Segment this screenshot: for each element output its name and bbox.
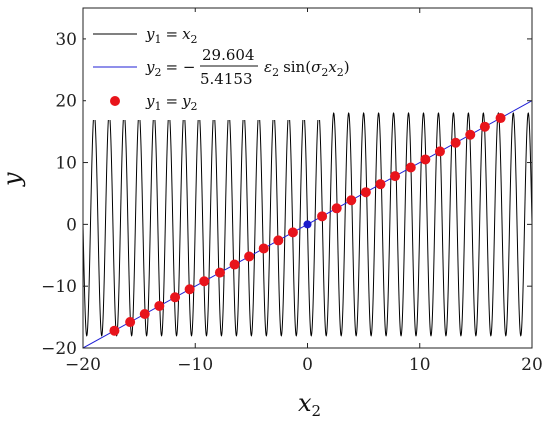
intersection-point (375, 179, 386, 190)
legend-label-y2-rhs: ε2 sin(σ2x2) (264, 58, 350, 79)
y-tick-label: −20 (41, 339, 77, 359)
legend-swatch-intersections (110, 96, 120, 106)
legend-fraction-denominator: 5.4153 (200, 70, 253, 88)
intersection-point (420, 154, 431, 165)
intersection-point (346, 195, 357, 206)
intersection-point (317, 211, 328, 222)
legend-fraction-numerator: 29.604 (202, 46, 255, 64)
intersection-point (184, 284, 195, 295)
intersection-point (450, 137, 461, 148)
intersection-point (125, 317, 136, 328)
x-tick-label: 20 (521, 355, 543, 375)
intersection-point (170, 292, 181, 303)
legend-label-y2-lhs: y2 = − (145, 58, 195, 79)
x-axis-label: x2 (298, 389, 321, 420)
intersection-point (154, 300, 165, 311)
intersection-point (273, 235, 284, 246)
x-tick-label: 0 (302, 355, 313, 375)
intersection-point (331, 203, 342, 214)
intersection-point (109, 325, 120, 336)
legend: y1 = x2 y2 = − 29.604 5.4153 ε2 sin(σ2x2) y1… (86, 12, 350, 120)
intersection-point (139, 309, 150, 319)
y-tick-label: 30 (55, 30, 77, 50)
intersection-point (495, 113, 506, 124)
intersection-point (390, 171, 401, 182)
intersection-point (258, 243, 269, 254)
intersection-point (214, 267, 225, 278)
y-tick-label: 20 (55, 92, 77, 112)
y-tick-label: −10 (41, 277, 77, 297)
intersection-point (287, 227, 298, 238)
axes: −20 −10 0 10 20 −20 −10 0 10 20 30 (41, 7, 543, 375)
legend-label-y1-x2: y1 = x2 (145, 25, 198, 46)
intersection-point (199, 276, 210, 287)
intersection-point (465, 129, 476, 140)
intersection-point (244, 251, 255, 262)
intersection-point (479, 121, 490, 132)
intersection-point (360, 187, 371, 198)
plot-series-group (83, 100, 532, 348)
origin-point (303, 220, 312, 229)
plot-area (83, 100, 532, 348)
y-tick-label: 0 (66, 215, 77, 235)
x-tick-label: −10 (177, 355, 213, 375)
x-tick-label: 10 (409, 355, 431, 375)
x-tick-label: −20 (65, 355, 101, 375)
intersection-point (229, 259, 240, 270)
y-axis-label: y (0, 172, 26, 187)
y-tick-label: 10 (55, 154, 77, 174)
intersection-point (434, 146, 445, 157)
legend-label-y1-y2: y1 = y2 (145, 92, 198, 113)
intersection-point (405, 162, 416, 173)
